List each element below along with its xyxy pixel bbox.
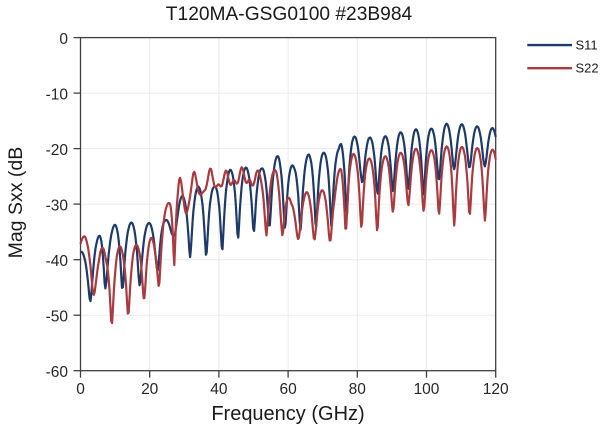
svg-text:-40: -40 [46, 253, 69, 270]
svg-text:120: 120 [483, 381, 509, 398]
svg-text:80: 80 [349, 381, 367, 398]
svg-text:-60: -60 [46, 364, 69, 381]
svg-text:-20: -20 [46, 142, 69, 159]
svg-text:-50: -50 [46, 309, 69, 326]
svg-text:Frequency (GHz): Frequency (GHz) [211, 403, 364, 425]
svg-text:S11: S11 [576, 38, 598, 53]
svg-text:0: 0 [59, 31, 68, 48]
svg-text:40: 40 [210, 381, 228, 398]
svg-text:T120MA-GSG0100 #23B984: T120MA-GSG0100 #23B984 [166, 4, 413, 25]
svg-text:-10: -10 [46, 87, 69, 104]
svg-text:Mag Sxx (dB: Mag Sxx (dB [5, 147, 27, 259]
svg-text:0: 0 [76, 381, 85, 398]
svg-text:20: 20 [141, 381, 159, 398]
svg-text:100: 100 [414, 381, 440, 398]
svg-text:-30: -30 [46, 198, 69, 215]
svg-text:S22: S22 [576, 61, 599, 76]
svg-text:60: 60 [279, 381, 297, 398]
